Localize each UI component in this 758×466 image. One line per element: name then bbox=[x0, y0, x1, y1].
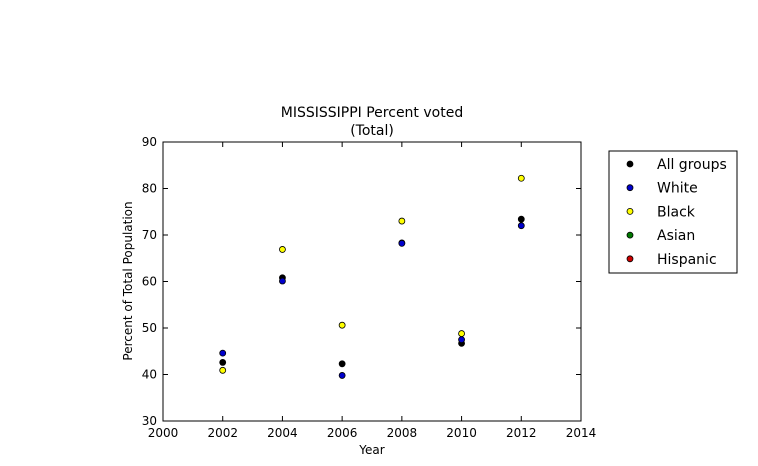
legend-marker-black bbox=[626, 207, 634, 215]
data-point-black bbox=[219, 366, 227, 374]
legend-marker-asian bbox=[626, 231, 634, 239]
chart-title: MISSISSIPPI Percent voted bbox=[281, 105, 463, 121]
y-tick-label: 80 bbox=[142, 182, 157, 196]
x-tick-label: 2012 bbox=[506, 426, 537, 440]
legend-label-asian: Asian bbox=[657, 228, 695, 244]
data-point-all-groups bbox=[517, 215, 525, 223]
x-tick-label: 2008 bbox=[387, 426, 418, 440]
data-point-black bbox=[517, 174, 525, 182]
legend-label-white: White bbox=[657, 181, 698, 197]
legend-marker-all-groups bbox=[626, 160, 634, 168]
data-point-white bbox=[279, 277, 286, 285]
data-point-white bbox=[517, 222, 525, 230]
y-axis-label: Percent of Total Population bbox=[121, 201, 135, 360]
x-tick-label: 2010 bbox=[446, 426, 477, 440]
data-point-black bbox=[279, 246, 286, 253]
y-tick-label: 40 bbox=[142, 368, 157, 382]
legend-label-black: Black bbox=[657, 204, 696, 220]
x-tick-label: 2002 bbox=[207, 426, 238, 440]
chart-subtitle: (Total) bbox=[350, 123, 394, 139]
x-tick-label: 2014 bbox=[566, 426, 597, 440]
data-point-white bbox=[219, 349, 227, 357]
y-axis: 30 40 50 60 70 80 90 bbox=[142, 135, 581, 428]
legend-label-hispanic: Hispanic bbox=[657, 252, 717, 268]
x-tick-label: 2006 bbox=[327, 426, 358, 440]
legend-label-all-groups: All groups bbox=[657, 157, 727, 173]
data-point-black bbox=[458, 330, 465, 337]
data-point-all-groups bbox=[219, 359, 227, 366]
y-tick-label: 70 bbox=[142, 228, 157, 242]
x-axis-label: Year bbox=[358, 443, 384, 457]
data-point-white bbox=[458, 336, 465, 344]
data-point-white bbox=[398, 239, 406, 247]
data-point-black bbox=[338, 321, 346, 329]
data-point-all-groups bbox=[338, 360, 346, 368]
y-tick-label: 50 bbox=[142, 321, 157, 335]
legend: All groups White Black Asian Hispanic bbox=[608, 150, 738, 274]
x-axis: 2000 2002 2004 2006 2008 2010 2012 2014 bbox=[148, 142, 597, 440]
y-tick-label: 90 bbox=[142, 135, 157, 149]
data-point-black bbox=[398, 217, 406, 225]
legend-marker-white bbox=[626, 184, 634, 192]
x-tick-label: 2000 bbox=[148, 426, 179, 440]
x-tick-label: 2004 bbox=[267, 426, 298, 440]
legend-marker-hispanic bbox=[626, 255, 634, 263]
data-point-white bbox=[338, 372, 346, 379]
data-points bbox=[219, 174, 525, 379]
y-tick-label: 60 bbox=[142, 275, 157, 289]
plot-area bbox=[162, 141, 582, 422]
y-tick-label: 30 bbox=[142, 414, 157, 428]
